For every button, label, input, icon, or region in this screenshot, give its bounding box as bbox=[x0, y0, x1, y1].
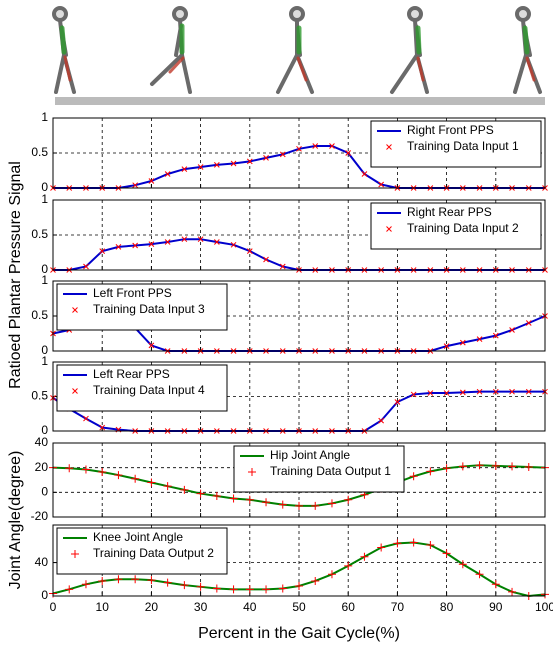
x-tick-label: 20 bbox=[145, 600, 159, 614]
y-tick-label: 0.5 bbox=[31, 145, 48, 159]
y-axis-label: Ratioed Plantar Pressure Signal bbox=[7, 161, 24, 389]
legend-label: Knee Joint Angle bbox=[93, 530, 183, 544]
y-tick-label: 0.5 bbox=[31, 389, 48, 403]
x-tick-label: 50 bbox=[292, 600, 306, 614]
legend-label: Training Data Output 1 bbox=[270, 464, 391, 478]
y-tick-label: 0 bbox=[41, 588, 48, 602]
x-tick-label: 100 bbox=[535, 600, 553, 614]
x-tick-label: 0 bbox=[50, 600, 57, 614]
x-tick-label: 30 bbox=[194, 600, 208, 614]
chart: Ratioed Plantar Pressure Signal Joint An… bbox=[0, 0, 553, 645]
y-tick-label: 0.5 bbox=[31, 308, 48, 322]
legend-label: Left Rear PPS bbox=[93, 367, 170, 381]
walking-figures bbox=[54, 8, 545, 105]
legend-label: Hip Joint Angle bbox=[270, 448, 350, 462]
y-tick-label: -20 bbox=[31, 509, 49, 523]
x-tick-label: 90 bbox=[489, 600, 503, 614]
y-tick-label: 20 bbox=[35, 460, 49, 474]
legend-label: Training Data Input 3 bbox=[93, 302, 205, 316]
y-tick-label: 0 bbox=[41, 485, 48, 499]
y-tick-label: 0.5 bbox=[31, 227, 48, 241]
x-axis-label: Percent in the Gait Cycle(%) bbox=[198, 625, 400, 642]
x-tick-label: 40 bbox=[243, 600, 257, 614]
legend-label: Training Data Output 2 bbox=[93, 546, 214, 560]
y-tick-label: 1 bbox=[41, 354, 48, 368]
legend-label: Left Front PPS bbox=[93, 286, 172, 300]
legend-label: Right Rear PPS bbox=[407, 205, 492, 219]
y-axis-label: Joint Angle(degree) bbox=[7, 451, 24, 590]
y-tick-label: 1 bbox=[41, 110, 48, 124]
legend-label: Training Data Input 1 bbox=[407, 139, 519, 153]
legend-label: Right Front PPS bbox=[407, 123, 494, 137]
x-tick-label: 60 bbox=[342, 600, 356, 614]
legend-label: Training Data Input 4 bbox=[93, 383, 205, 397]
ground bbox=[55, 97, 545, 105]
y-tick-label: 1 bbox=[41, 192, 48, 206]
x-tick-label: 70 bbox=[391, 600, 405, 614]
y-tick-label: 40 bbox=[35, 555, 49, 569]
page: Ratioed Plantar Pressure Signal Joint An… bbox=[0, 0, 553, 645]
y-tick-label: 1 bbox=[41, 273, 48, 287]
x-tick-label: 80 bbox=[440, 600, 454, 614]
legend-label: Training Data Input 2 bbox=[407, 221, 519, 235]
y-tick-label: 40 bbox=[35, 435, 49, 449]
x-tick-label: 10 bbox=[96, 600, 110, 614]
